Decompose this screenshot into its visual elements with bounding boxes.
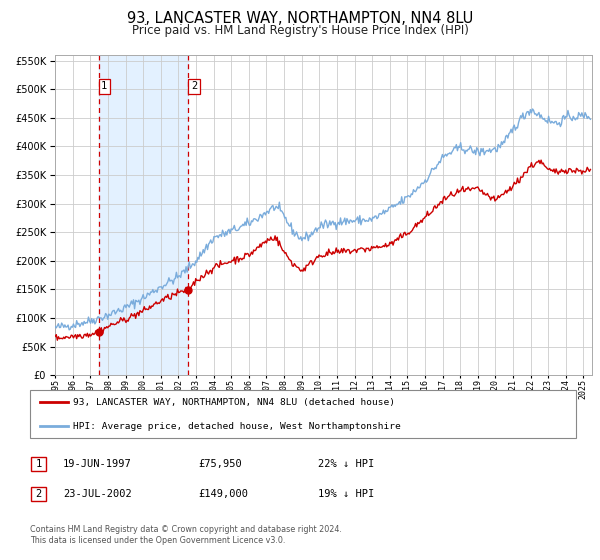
Text: £149,000: £149,000 (198, 489, 248, 499)
Text: 93, LANCASTER WAY, NORTHAMPTON, NN4 8LU: 93, LANCASTER WAY, NORTHAMPTON, NN4 8LU (127, 11, 473, 26)
Text: 93, LANCASTER WAY, NORTHAMPTON, NN4 8LU (detached house): 93, LANCASTER WAY, NORTHAMPTON, NN4 8LU … (73, 398, 395, 407)
Text: £75,950: £75,950 (198, 459, 242, 469)
Text: 1: 1 (101, 81, 107, 91)
Text: Price paid vs. HM Land Registry's House Price Index (HPI): Price paid vs. HM Land Registry's House … (131, 24, 469, 36)
Text: 2: 2 (191, 81, 197, 91)
Text: 19-JUN-1997: 19-JUN-1997 (63, 459, 132, 469)
Text: 1: 1 (35, 459, 41, 469)
Text: 22% ↓ HPI: 22% ↓ HPI (318, 459, 374, 469)
Text: This data is licensed under the Open Government Licence v3.0.: This data is licensed under the Open Gov… (30, 536, 286, 545)
Text: 2: 2 (35, 489, 41, 499)
Text: Contains HM Land Registry data © Crown copyright and database right 2024.: Contains HM Land Registry data © Crown c… (30, 525, 342, 534)
Text: HPI: Average price, detached house, West Northamptonshire: HPI: Average price, detached house, West… (73, 422, 400, 431)
Text: 19% ↓ HPI: 19% ↓ HPI (318, 489, 374, 499)
Text: 23-JUL-2002: 23-JUL-2002 (63, 489, 132, 499)
Bar (98, 55, 188, 375)
